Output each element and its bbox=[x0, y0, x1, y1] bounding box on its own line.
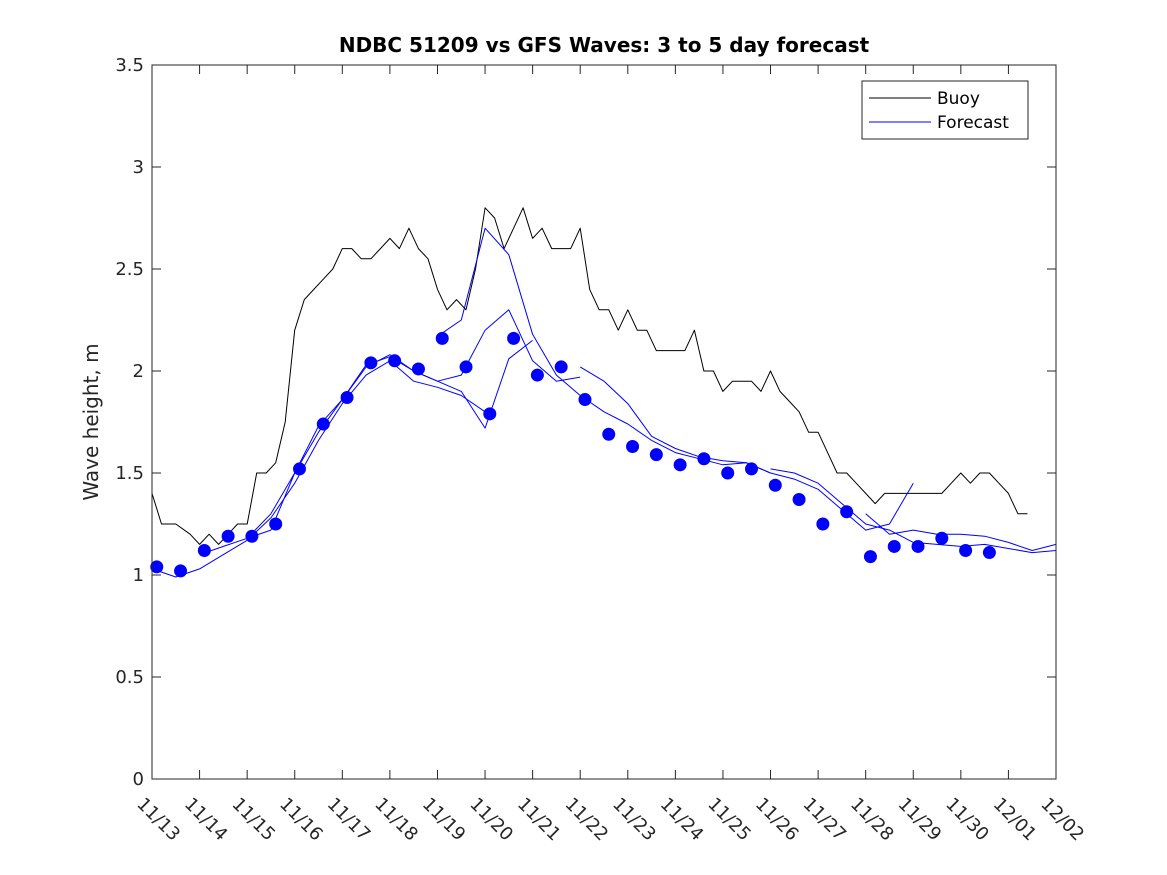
forecast-series-line bbox=[579, 366, 914, 531]
forecast-point bbox=[459, 360, 473, 374]
y-tick-label: 2 bbox=[133, 361, 144, 382]
forecast-point bbox=[602, 427, 616, 441]
forecast-point bbox=[673, 458, 687, 472]
y-tick-label: 1 bbox=[133, 565, 144, 586]
forecast-point bbox=[578, 393, 592, 407]
forecast-point bbox=[554, 360, 568, 374]
forecast-point bbox=[197, 544, 211, 558]
forecast-series-line bbox=[151, 360, 486, 578]
forecast-point bbox=[816, 517, 830, 531]
plot-frame bbox=[151, 64, 1057, 780]
forecast-series-line bbox=[437, 227, 771, 474]
forecast-point bbox=[721, 466, 735, 480]
forecast-point bbox=[411, 362, 425, 376]
y-tick-label: 2.5 bbox=[115, 259, 144, 280]
forecast-point bbox=[245, 529, 259, 543]
legend-buoy-label: Buoy bbox=[937, 89, 980, 109]
forecast-point bbox=[316, 417, 330, 431]
buoy-series-line bbox=[151, 207, 1028, 545]
forecast-point bbox=[959, 544, 973, 558]
forecast-point bbox=[150, 560, 164, 574]
y-tick-label: 0 bbox=[133, 769, 144, 790]
forecast-point bbox=[364, 356, 378, 370]
y-axis-ticks: 0 0.5 1 1.5 2 2.5 3 3.5 bbox=[115, 55, 1056, 790]
y-tick-label: 1.5 bbox=[115, 463, 144, 484]
forecast-point bbox=[269, 517, 283, 531]
forecast-point bbox=[768, 478, 782, 492]
chart-title: NDBC 51209 vs GFS Waves: 3 to 5 day fore… bbox=[339, 33, 870, 57]
legend-box bbox=[861, 80, 1029, 140]
forecast-point bbox=[744, 462, 758, 476]
forecast-point bbox=[840, 505, 854, 519]
forecast-point bbox=[935, 531, 949, 545]
forecast-point bbox=[292, 462, 306, 476]
forecast-point bbox=[530, 368, 544, 382]
forecast-point bbox=[649, 448, 663, 462]
forecast-point bbox=[982, 546, 996, 560]
forecast-point bbox=[483, 407, 497, 421]
forecast-point bbox=[626, 439, 640, 453]
plot-area bbox=[152, 65, 1056, 779]
marker-layer bbox=[150, 331, 996, 578]
forecast-point bbox=[792, 493, 806, 507]
legend: Buoy Forecast bbox=[861, 80, 1029, 140]
forecast-point bbox=[697, 452, 711, 466]
legend-forecast-label: Forecast bbox=[937, 113, 1009, 133]
forecast-series-line bbox=[865, 513, 1057, 551]
forecast-point bbox=[887, 539, 901, 553]
y-tick-label: 0.5 bbox=[115, 667, 144, 688]
y-axis-label: Wave height, m bbox=[79, 343, 103, 500]
forecast-point bbox=[911, 539, 925, 553]
forecast-point bbox=[340, 391, 354, 405]
forecast-point bbox=[221, 529, 235, 543]
forecast-point bbox=[174, 564, 188, 578]
forecast-point bbox=[863, 550, 877, 564]
forecast-point bbox=[388, 354, 402, 368]
y-tick-label: 3.5 bbox=[115, 55, 144, 76]
forecast-point bbox=[507, 331, 521, 345]
forecast-point bbox=[435, 331, 449, 345]
y-tick-label: 3 bbox=[133, 157, 144, 178]
